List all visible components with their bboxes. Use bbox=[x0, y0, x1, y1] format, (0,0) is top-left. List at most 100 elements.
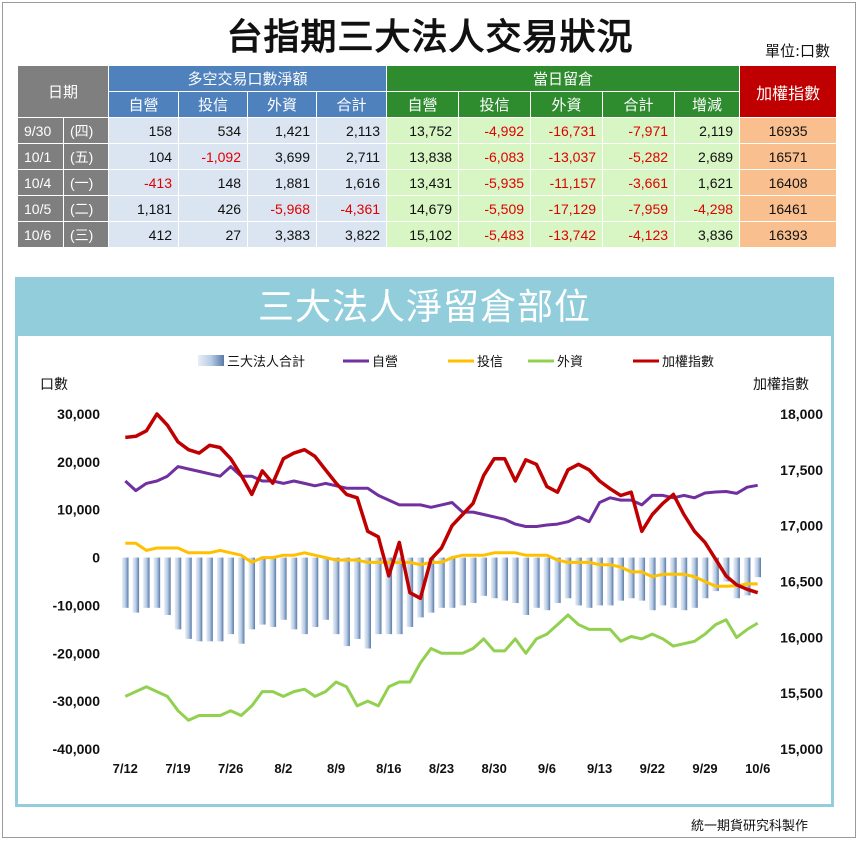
bar-total bbox=[185, 557, 192, 639]
bar-total bbox=[564, 557, 572, 599]
net-cell: 426 bbox=[178, 195, 249, 222]
bar-total bbox=[627, 557, 635, 599]
y-tick-label: 30,000 bbox=[57, 406, 100, 422]
x-tick-label: 7/19 bbox=[165, 761, 190, 776]
bar-total bbox=[417, 557, 424, 618]
bar-total bbox=[248, 557, 256, 630]
net-cell: 3,699 bbox=[247, 143, 318, 170]
table-body: 9/30 (四) 158 534 1,421 2,113 13,752 -4,992 -16,7… bbox=[17, 117, 838, 248]
position-chart: 三大法人合計 自營 投信 外資 加權指數 口數 加權指數 30,00020,00010,… bbox=[40, 354, 824, 776]
net-cell: -4,361 bbox=[316, 195, 388, 222]
oi-cell: -5,935 bbox=[458, 169, 532, 196]
header-net-group: 多空交易口數淨額 bbox=[108, 65, 388, 92]
bar-total bbox=[322, 557, 329, 620]
header-net-col: 外資 bbox=[247, 91, 318, 118]
x-tick-label: 8/2 bbox=[274, 761, 292, 776]
header-oi-col: 投信 bbox=[458, 91, 532, 118]
x-tick-label: 8/16 bbox=[376, 761, 401, 776]
table-header-row-1: 日期 多空交易口數淨額 當日留倉 加權指數 bbox=[16, 65, 838, 118]
bar-total bbox=[680, 557, 688, 611]
header-net-col: 自營 bbox=[108, 91, 180, 118]
net-cell: 148 bbox=[178, 169, 249, 196]
oi-cell: -7,971 bbox=[602, 117, 676, 144]
oi-cell: 14,679 bbox=[386, 195, 460, 222]
index-cell: 16393 bbox=[739, 221, 838, 248]
table-row: 10/5 (二) 1,181 426 -5,968 -4,361 14,679 -5,509-… bbox=[17, 195, 838, 222]
x-tick-label: 9/22 bbox=[640, 761, 665, 776]
y2-tick-label: 18,000 bbox=[780, 406, 823, 422]
row-date: 9/30 bbox=[17, 117, 64, 144]
bar-total bbox=[617, 557, 624, 601]
y2-tick-label: 17,500 bbox=[780, 462, 823, 478]
bar-total bbox=[132, 557, 140, 613]
table-header-row-2: 自營 投信 外資 合計 自營 投信 外資 合計 增減 bbox=[18, 91, 837, 118]
oi-cell: 1,621 bbox=[674, 169, 741, 196]
legend-label: 自營 bbox=[372, 354, 398, 369]
bar-total bbox=[480, 557, 487, 596]
oi-cell: -13,037 bbox=[530, 143, 604, 170]
bar-total bbox=[722, 557, 730, 582]
bar-total bbox=[585, 557, 593, 608]
y2-tick-label: 17,000 bbox=[780, 518, 823, 534]
net-cell: 27 bbox=[178, 221, 249, 248]
bar-total bbox=[490, 557, 498, 599]
y-tick-label: -40,000 bbox=[53, 741, 101, 757]
bar-total bbox=[448, 557, 456, 608]
bar-total bbox=[427, 557, 435, 613]
bar-total bbox=[343, 557, 350, 647]
bar-total bbox=[659, 557, 667, 606]
row-date: 10/5 bbox=[17, 195, 64, 222]
net-cell: 534 bbox=[178, 117, 249, 144]
summary-table: 日期 多空交易口數淨額 當日留倉 加權指數 自營 投信 外資 合計 自營 投信 外資 合計 增減… bbox=[16, 65, 838, 248]
oi-cell: -17,129 bbox=[530, 195, 604, 222]
y-tick-label: 10,000 bbox=[57, 502, 100, 518]
x-tick-label: 9/29 bbox=[692, 761, 717, 776]
x-tick-label: 9/13 bbox=[587, 761, 612, 776]
oi-cell: 15,102 bbox=[386, 221, 460, 248]
index-cell: 16408 bbox=[739, 169, 838, 196]
line-index bbox=[125, 412, 759, 601]
bar-total bbox=[290, 557, 298, 630]
bar-total bbox=[712, 557, 719, 592]
x-tick-label: 9/6 bbox=[538, 761, 556, 776]
y2-tick-label: 15,000 bbox=[780, 741, 823, 757]
header-oi-col: 合計 bbox=[602, 91, 676, 118]
y2-axis-title: 加權指數 bbox=[753, 376, 809, 392]
x-tick-label: 8/23 bbox=[429, 761, 454, 776]
row-date: 10/4 bbox=[17, 169, 64, 196]
index-cell: 16935 bbox=[739, 117, 838, 144]
line-foreign bbox=[124, 613, 759, 722]
bar-total bbox=[638, 557, 646, 601]
chart-panel: 三大法人淨留倉部位 三大法人合計 自營 投信 外資 加權指數 口數 加權指數 30,00… bbox=[15, 277, 834, 807]
bar-total bbox=[754, 557, 761, 578]
net-cell: -1,092 bbox=[178, 143, 249, 170]
bar-total bbox=[469, 557, 477, 604]
row-weekday: (五) bbox=[62, 143, 110, 170]
net-cell: 3,383 bbox=[247, 221, 318, 248]
legend-label: 三大法人合計 bbox=[227, 354, 305, 369]
bar-total bbox=[691, 557, 698, 608]
x-tick-label: 8/30 bbox=[482, 761, 507, 776]
oi-cell: -7,959 bbox=[602, 195, 676, 222]
oi-cell: -13,742 bbox=[530, 221, 604, 248]
net-cell: -5,968 bbox=[247, 195, 318, 222]
bar-total bbox=[743, 557, 751, 596]
oi-cell: -11,157 bbox=[530, 169, 604, 196]
bars-total bbox=[122, 557, 761, 649]
oi-cell: -4,298 bbox=[674, 195, 741, 222]
bar-total bbox=[701, 557, 709, 599]
bar-total bbox=[227, 557, 234, 635]
chart-legend: 三大法人合計 自營 投信 外資 加權指數 bbox=[198, 354, 714, 369]
bar-total bbox=[174, 557, 182, 630]
row-weekday: (二) bbox=[62, 195, 110, 222]
y2-tick-label: 16,000 bbox=[780, 629, 823, 645]
chart-axes: 30,000 20,000 10,000 0 -10,000 -20,000 -30,000… bbox=[53, 406, 824, 776]
net-cell: -413 bbox=[108, 169, 180, 196]
index-cell: 16461 bbox=[739, 195, 838, 222]
bar-total bbox=[438, 557, 445, 608]
net-cell: 158 bbox=[108, 117, 180, 144]
bar-total bbox=[459, 557, 466, 606]
y-tick-label: -20,000 bbox=[53, 645, 101, 661]
row-weekday: (三) bbox=[62, 221, 110, 248]
